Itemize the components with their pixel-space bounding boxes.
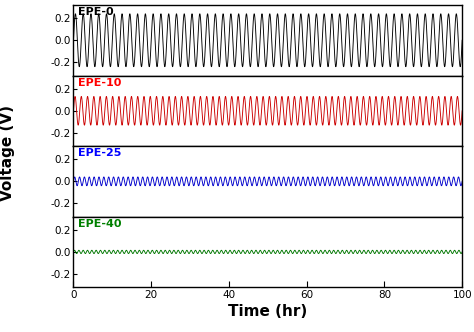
X-axis label: Time (hr): Time (hr) xyxy=(228,304,308,319)
Text: EPE-40: EPE-40 xyxy=(78,219,122,229)
Text: EPE-10: EPE-10 xyxy=(78,78,121,88)
Text: EPE-0: EPE-0 xyxy=(78,7,114,17)
Text: Voltage (V): Voltage (V) xyxy=(0,105,15,201)
Text: EPE-25: EPE-25 xyxy=(78,148,121,158)
